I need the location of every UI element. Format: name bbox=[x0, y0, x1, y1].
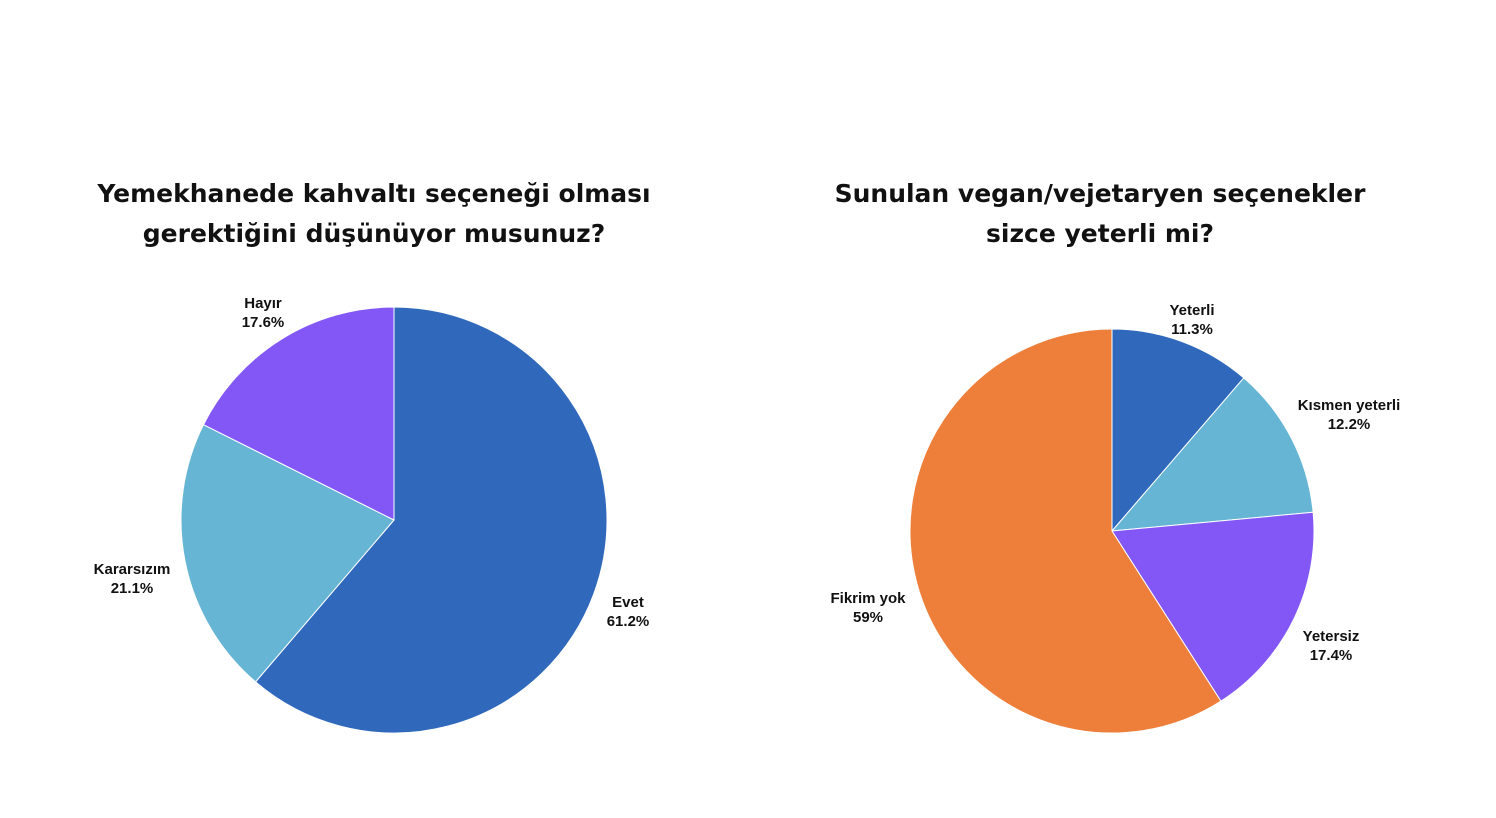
pie-2-slice-kısmen-yeterli bbox=[1110, 377, 1314, 532]
pie-2-label-1: Yeterli bbox=[1169, 302, 1214, 319]
pie-1-slice-evet bbox=[254, 306, 608, 734]
pie-1-value-2: 21.1% bbox=[111, 580, 154, 597]
chart-1-title: Yemekhanede kahvaltı seçeneği olması ger… bbox=[97, 174, 650, 254]
pie-2-value-3: 17.4% bbox=[1310, 647, 1353, 664]
chart-1-title-line-2: gerektiğini düşünüyor musunuz? bbox=[142, 219, 606, 248]
pie-chart-2: Yeterli 11.3% Kısmen yeterli 12.2% Yetersiz 1… bbox=[830, 302, 1401, 734]
pie-1-value-3: 17.6% bbox=[242, 314, 285, 331]
pie-1-label-3: Hayır bbox=[244, 295, 282, 312]
chart-2-title-line-1: Sunulan vegan/vejetaryen seçenekler bbox=[834, 179, 1366, 208]
pie-2-label-4: Fikrim yok bbox=[830, 590, 906, 607]
pie-2-slice-fikrim-yok bbox=[909, 328, 1222, 734]
pie-2-value-4: 59% bbox=[853, 609, 883, 626]
pie-1-value-1: 61.2% bbox=[607, 613, 650, 630]
pie-1-label-2: Kararsızım bbox=[94, 561, 171, 578]
pie-1-slice-hayır bbox=[202, 306, 395, 521]
pie-2-slice-yetersiz bbox=[1111, 511, 1315, 702]
pie-1-slice-kararsızım bbox=[180, 424, 395, 683]
pie-2-label-2: Kısmen yeterli bbox=[1298, 397, 1401, 414]
pie-2-slice-yeterli bbox=[1111, 328, 1245, 533]
pie-2-value-1: 11.3% bbox=[1171, 321, 1213, 338]
pie-2-label-3: Yetersiz bbox=[1303, 628, 1360, 645]
pie-2-value-2: 12.2% bbox=[1328, 416, 1371, 433]
pie-1-label-1: Evet bbox=[612, 594, 644, 611]
chart-2-title-line-2: sizce yeterli mi? bbox=[986, 219, 1214, 248]
chart-2-title: Sunulan vegan/vejetaryen seçenekler sizc… bbox=[835, 174, 1366, 254]
chart-1-title-line-1: Yemekhanede kahvaltı seçeneği olması bbox=[97, 179, 651, 208]
pie-chart-1: Evet 61.2% Kararsızım 21.1% Hayır 17.6% bbox=[94, 295, 650, 734]
